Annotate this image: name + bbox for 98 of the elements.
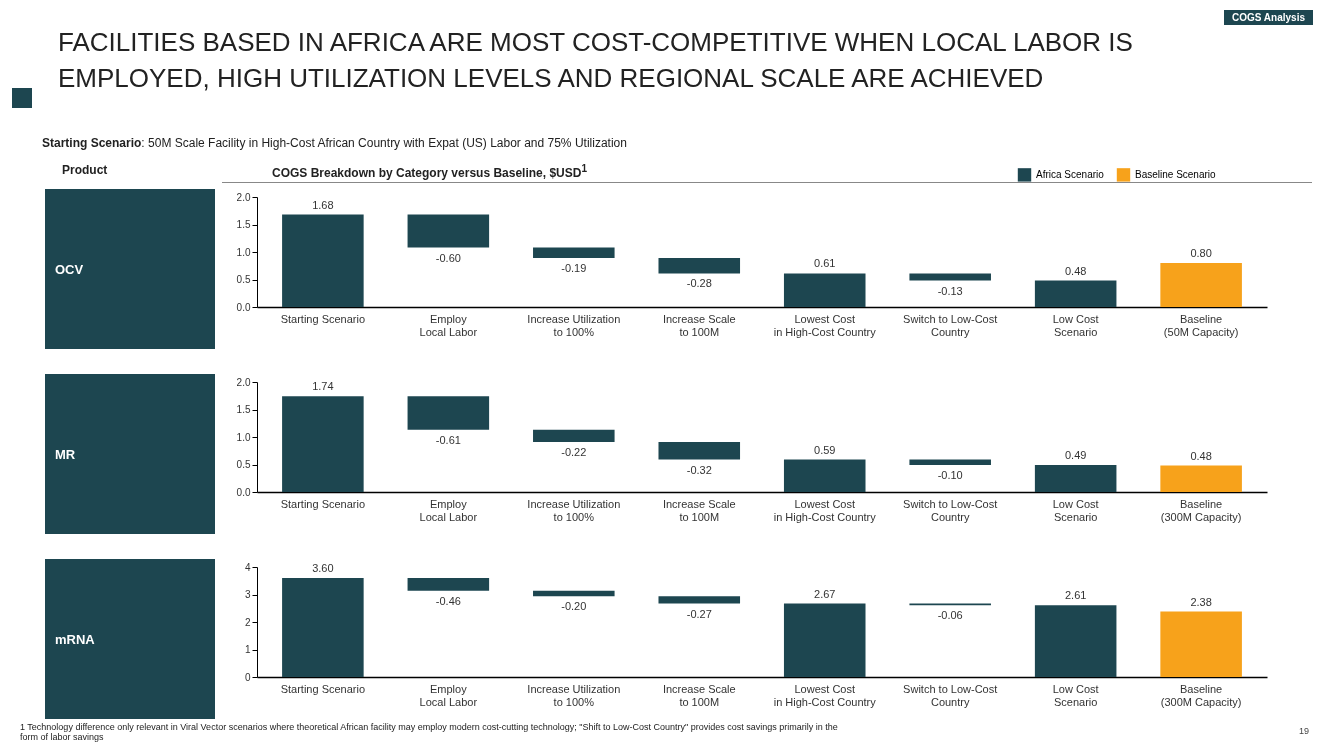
text: 19 <box>1298 726 1309 736</box>
bar <box>282 396 364 492</box>
x-tick-label: Increase Utilization to 100% <box>527 682 621 708</box>
data-label: 0.59 <box>814 443 836 456</box>
data-label: 0.80 <box>1190 247 1212 259</box>
x-tick-label: Low Cost Scenario <box>1052 682 1099 708</box>
x-tick-label: Employ Local Labor <box>419 682 478 708</box>
x-tick-label: Increase Utilization to 100% <box>527 312 621 338</box>
y-tick-label: 0.0 <box>236 301 251 313</box>
data-label: -0.60 <box>435 251 461 264</box>
bar <box>282 578 364 677</box>
x-tick-label: Increase Utilization to 100% <box>527 497 621 523</box>
bar <box>658 596 741 604</box>
data-label: 0.49 <box>1064 449 1087 462</box>
chart-title: FACILITIES BASED IN AFRICA ARE MOST COST-COMPETITIVE WHEN LOCAL LABOR IS EMPLOYED, HIGH UTILIZATION LEVELS AND REGIONAL SCALE ARE ACHIEVED <box>58 26 1134 95</box>
data-label: 2.61 <box>1064 589 1087 602</box>
bar <box>783 603 866 677</box>
text: COGS Analysis <box>1224 10 1313 25</box>
bar <box>783 459 866 492</box>
x-tick-label: Starting Scenario <box>280 312 366 325</box>
x-tick-label: Increase Scale to 100M <box>662 682 736 708</box>
y-axis-title: mRNA <box>45 559 215 719</box>
text: Product <box>62 163 108 177</box>
y-tick-label: 2.0 <box>236 191 251 203</box>
x-tick-label: Switch to Low-Cost Country <box>903 312 998 338</box>
bar <box>1034 280 1117 307</box>
chart-subtitle: Starting Scenario: 50M Scale Facility in High-Cost African Country with Expat (US) Labor and 75% Utilization <box>42 136 627 150</box>
y-tick-label: 4 <box>244 561 251 573</box>
bar <box>533 429 615 442</box>
y-tick-label: 2 <box>244 616 251 628</box>
y-tick-label: 3 <box>244 589 251 600</box>
data-label: 0.61 <box>814 257 836 270</box>
bar <box>783 273 866 307</box>
data-label: -0.13 <box>937 284 963 297</box>
x-tick-label: Low Cost Scenario <box>1052 497 1099 523</box>
bar <box>407 214 490 248</box>
data-label: 0.48 <box>1064 264 1087 277</box>
y-tick-label: 0.0 <box>236 486 251 498</box>
data-label: -0.19 <box>561 262 587 275</box>
data-label: -0.27 <box>686 607 712 620</box>
x-tick-label: Low Cost Scenario <box>1052 312 1099 338</box>
x-tick-label: Baseline (50M Capacity) <box>1163 312 1239 338</box>
bar <box>533 247 615 259</box>
x-tick-label: Baseline (300M Capacity) <box>1160 497 1242 523</box>
x-tick-label: Increase Scale to 100M <box>662 312 736 338</box>
y-tick-label: 1.5 <box>236 404 251 415</box>
data-label: 1.74 <box>312 380 334 393</box>
y-tick-label: 1.5 <box>236 219 251 230</box>
y-axis-title: MR <box>45 374 215 534</box>
data-label: -0.22 <box>561 445 587 458</box>
bar <box>909 459 991 466</box>
text: COGS Breakdown by Category versus Baseline, $USD$^{1}$ <box>272 163 588 180</box>
data-label: 2.38 <box>1190 595 1212 608</box>
bar <box>1034 605 1117 677</box>
data-label: 3.60 <box>312 562 334 574</box>
x-tick-label: Employ Local Labor <box>419 497 478 523</box>
legend-label: Africa Scenario <box>1036 168 1105 180</box>
text: 1 Technology difference only relevant in Viral Vector scenarios where theoretical African facility may employ modern cost-cutting technology; "Shift to Low-Cost Country" provides cost savings primarily in the form of labor savings <box>20 722 839 742</box>
bar <box>407 396 490 430</box>
data-label: -0.20 <box>561 600 587 613</box>
bar <box>1160 465 1242 492</box>
y-tick-label: 1.0 <box>236 431 251 443</box>
x-tick-label: Employ Local Labor <box>419 312 478 338</box>
bar <box>658 441 741 460</box>
data-label: 2.67 <box>814 587 836 600</box>
y-axis-title: OCV <box>45 189 215 349</box>
data-label: 1.68 <box>312 198 334 211</box>
x-tick-label: Lowest Cost in High-Cost Country <box>773 497 877 523</box>
y-tick-label: 1 <box>244 644 251 655</box>
bar <box>1160 611 1242 677</box>
data-label: -0.32 <box>686 463 712 476</box>
data-label: -0.10 <box>937 469 963 482</box>
x-tick-label: Lowest Cost in High-Cost Country <box>773 682 877 708</box>
data-label: -0.46 <box>435 594 461 607</box>
x-tick-label: Starting Scenario <box>280 682 366 695</box>
x-tick-label: Baseline (300M Capacity) <box>1160 682 1242 708</box>
y-tick-label: 0 <box>244 671 251 683</box>
y-tick-label: 2.0 <box>236 376 251 388</box>
bar <box>658 258 741 274</box>
x-tick-label: Switch to Low-Cost Country <box>903 682 998 708</box>
x-tick-label: Lowest Cost in High-Cost Country <box>773 312 877 338</box>
bar <box>533 590 615 597</box>
y-tick-label: 0.5 <box>236 459 251 470</box>
bar <box>909 273 991 281</box>
data-label: -0.06 <box>937 609 963 622</box>
bar <box>1160 263 1242 307</box>
data-label: -0.61 <box>435 433 461 446</box>
bar <box>1034 465 1117 492</box>
x-tick-label: Starting Scenario <box>280 497 366 510</box>
data-label: -0.28 <box>686 277 712 290</box>
y-tick-label: 0.5 <box>236 274 251 285</box>
bar <box>282 214 364 307</box>
x-tick-label: Switch to Low-Cost Country <box>903 497 998 523</box>
bar <box>407 578 490 591</box>
y-tick-label: 1.0 <box>236 246 251 258</box>
data-label: 0.48 <box>1190 449 1212 462</box>
legend-label: Baseline Scenario <box>1135 168 1217 180</box>
x-tick-label: Increase Scale to 100M <box>662 497 736 523</box>
